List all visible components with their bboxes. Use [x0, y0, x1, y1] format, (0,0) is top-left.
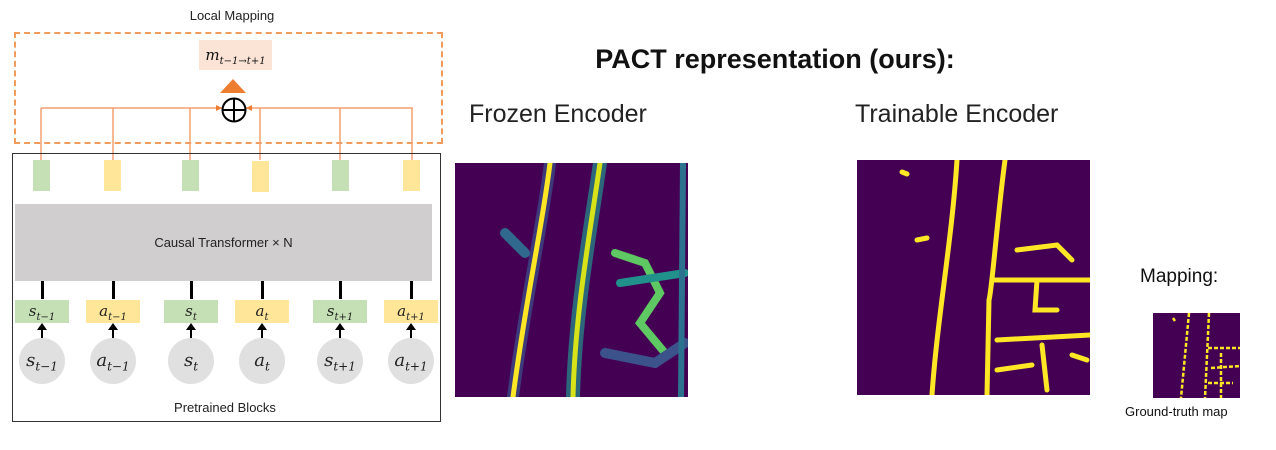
connector	[410, 281, 413, 299]
local-mapping-box	[14, 32, 443, 144]
output-state-embedding	[332, 160, 349, 191]
trainable-encoder-heatmap	[857, 160, 1090, 395]
action-input-node: at+1	[388, 338, 434, 384]
pact-title: PACT representation (ours):	[595, 44, 955, 74]
output-state-embedding	[33, 160, 50, 191]
output-action-embedding	[403, 160, 420, 191]
ground-truth-map	[1153, 313, 1240, 398]
mapping-connectors	[40, 79, 413, 160]
output-subscript: t−1→t+1	[219, 56, 266, 67]
connector	[41, 281, 44, 299]
frozen-encoder-label: Frozen Encoder	[469, 100, 647, 128]
up-arrow-icon	[186, 323, 196, 339]
causal-transformer-block: Causal Transformer × N	[15, 204, 432, 281]
up-arrow-icon	[37, 323, 47, 339]
pretrained-blocks-box	[12, 153, 441, 422]
action-token-embedding: at−1	[86, 300, 140, 323]
state-input-node: st+1	[317, 338, 363, 384]
state-token-embedding: st−1	[15, 300, 69, 323]
mapping-output-label: mt−1→t+1	[199, 40, 272, 70]
state-token-embedding: st+1	[313, 300, 367, 323]
state-token-embedding: st	[164, 300, 218, 323]
output-base: m	[205, 46, 220, 64]
connector-lines	[40, 107, 413, 160]
connector	[261, 281, 264, 299]
circle-plus-icon	[221, 97, 247, 123]
pretrained-blocks-title: Pretrained Blocks	[174, 400, 276, 415]
mapping-label: Mapping:	[1140, 266, 1219, 287]
local-mapping-title: Local Mapping	[189, 8, 275, 23]
frozen-encoder-heatmap	[455, 163, 688, 397]
action-input-node: at	[239, 338, 285, 384]
connector	[190, 281, 193, 299]
up-arrow-icon	[406, 323, 416, 339]
ground-truth-caption: Ground-truth map	[1125, 404, 1228, 419]
up-arrow-icon	[257, 323, 267, 339]
action-token-embedding: at	[235, 300, 289, 323]
up-arrow-icon	[108, 323, 118, 339]
action-input-node: at−1	[90, 338, 136, 384]
output-action-embedding	[104, 160, 121, 191]
connector	[112, 281, 115, 299]
up-arrow-icon	[335, 323, 345, 339]
trainable-encoder-label: Trainable Encoder	[855, 100, 1059, 128]
output-action-embedding	[252, 161, 269, 192]
action-token-embedding: at+1	[384, 300, 438, 323]
connector	[339, 281, 342, 299]
output-state-embedding	[182, 160, 199, 191]
state-input-node: st−1	[19, 338, 65, 384]
state-input-node: st	[168, 338, 214, 384]
upward-triangle-icon	[220, 79, 246, 93]
